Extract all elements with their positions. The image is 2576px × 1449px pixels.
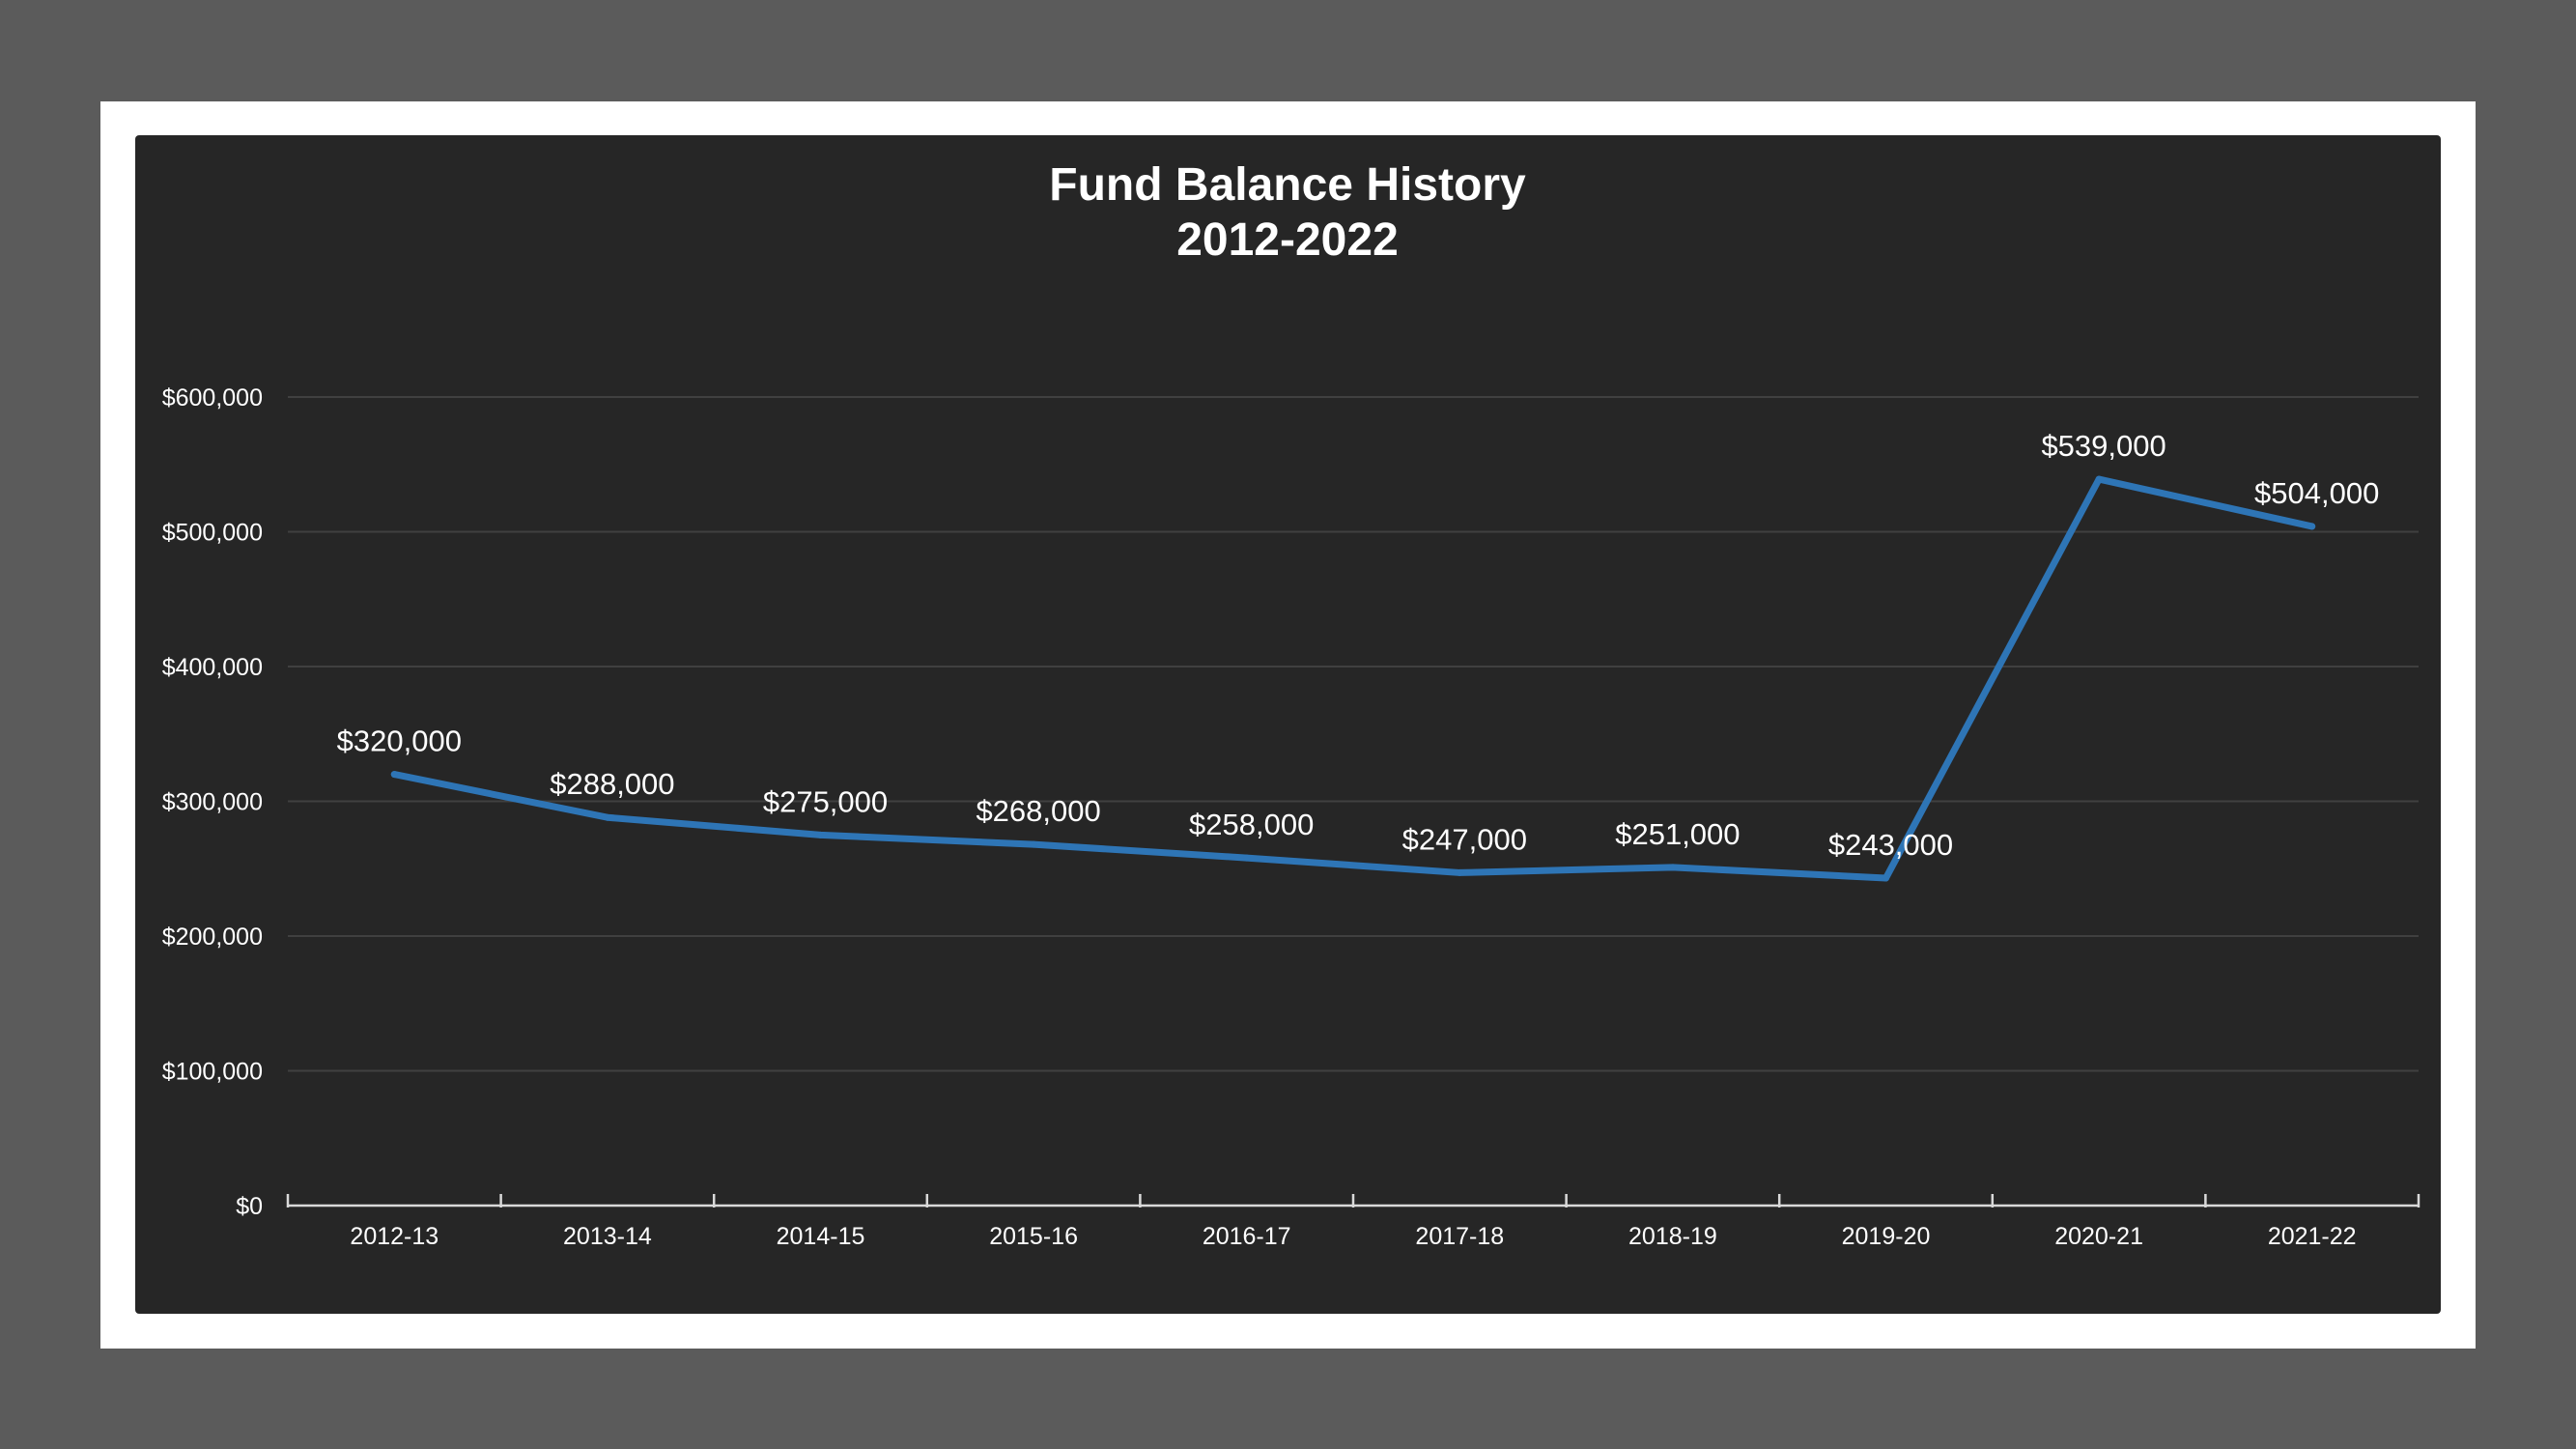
data-point xyxy=(1882,874,1889,882)
x-tick-label: 2017-18 xyxy=(1415,1223,1504,1250)
x-tick-label: 2015-16 xyxy=(989,1223,1078,1250)
data-point xyxy=(2095,475,2103,483)
y-tick-label: $0 xyxy=(236,1193,263,1220)
series-line xyxy=(390,475,2316,882)
x-tick-label: 2013-14 xyxy=(563,1223,652,1250)
y-tick-label: $600,000 xyxy=(162,384,263,412)
data-label: $243,000 xyxy=(1828,828,1953,862)
x-tick-label: 2021-22 xyxy=(2268,1223,2357,1250)
x-tick-label: 2019-20 xyxy=(1842,1223,1931,1250)
data-label: $268,000 xyxy=(976,794,1100,828)
chart-title-line-2: 2012-2022 xyxy=(1176,214,1399,266)
data-label: $275,000 xyxy=(763,784,888,818)
data-point xyxy=(604,813,611,821)
y-tick-label: $400,000 xyxy=(162,654,263,681)
data-label: $539,000 xyxy=(2041,429,2166,463)
data-point xyxy=(1456,868,1463,876)
data-point xyxy=(390,771,398,779)
x-tick-label: 2012-13 xyxy=(350,1223,439,1250)
data-label: $320,000 xyxy=(337,724,462,758)
data-point xyxy=(1030,840,1037,848)
data-label: $258,000 xyxy=(1189,808,1314,841)
data-labels: $320,000 $288,000 $275,000 $268,000 $258,000… xyxy=(337,429,2380,862)
y-tick-label: $100,000 xyxy=(162,1059,263,1086)
chart-area-background xyxy=(135,135,2441,1314)
y-tick-label: $500,000 xyxy=(162,520,263,547)
x-axis-tick-labels: 2012-13 2013-14 2014-15 2015-16 2016-17 2017-… xyxy=(350,1223,2356,1250)
data-point xyxy=(817,831,824,838)
data-label: $247,000 xyxy=(1402,822,1527,856)
series-line-group xyxy=(390,475,2316,882)
data-point xyxy=(2308,523,2316,530)
y-tick-label: $200,000 xyxy=(162,923,263,951)
data-label: $504,000 xyxy=(2254,476,2379,510)
x-tick-label: 2014-15 xyxy=(777,1223,865,1250)
data-label: $251,000 xyxy=(1615,817,1740,851)
data-point xyxy=(1669,864,1677,871)
data-point xyxy=(1243,854,1251,862)
x-tick-label: 2020-21 xyxy=(2054,1223,2143,1250)
chart-title-line-1: Fund Balance History xyxy=(1049,159,1526,211)
data-label: $288,000 xyxy=(550,767,674,801)
x-tick-label: 2018-19 xyxy=(1628,1223,1717,1250)
y-axis-tick-labels: $0 $100,000 $200,000 $300,000 $400,000 $500,0… xyxy=(162,384,263,1220)
x-tick-label: 2016-17 xyxy=(1203,1223,1291,1250)
y-tick-label: $300,000 xyxy=(162,789,263,816)
x-axis xyxy=(286,1194,2420,1208)
gridlines xyxy=(288,396,2419,1072)
